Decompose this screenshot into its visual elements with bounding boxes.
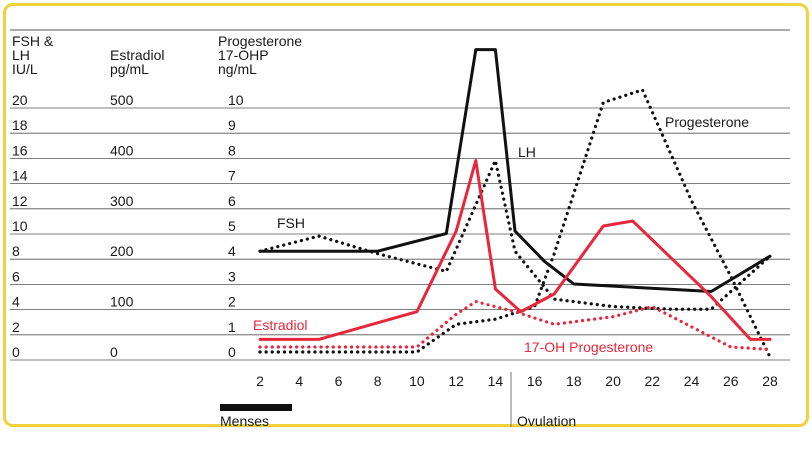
series-line-fsh xyxy=(258,158,772,311)
fsh-lh-tick: 8 xyxy=(12,243,20,259)
ovulation-label: Ovulation xyxy=(517,413,576,429)
fsh-lh-tick: 6 xyxy=(12,268,20,284)
x-tick-label: 28 xyxy=(762,373,778,389)
progesterone-header-line3: ng/mL xyxy=(218,61,257,77)
estradiol-tick: 100 xyxy=(110,294,134,310)
fsh-lh-tick: 16 xyxy=(12,142,28,158)
y-tick-labels: 2018161412108642050040030020010001098765… xyxy=(12,92,244,360)
progesterone-tick: 1 xyxy=(228,319,236,335)
estradiol-tick: 200 xyxy=(110,243,134,259)
x-tick-label: 20 xyxy=(605,373,621,389)
progesterone-tick: 10 xyxy=(228,92,244,108)
fsh-lh-header-line2: LH xyxy=(12,47,30,63)
series-line-lh xyxy=(258,48,772,293)
estradiol-tick: 400 xyxy=(110,142,134,158)
progesterone-tick: 7 xyxy=(228,168,236,184)
x-tick-label: 24 xyxy=(684,373,700,389)
progesterone-tick: 4 xyxy=(228,243,236,259)
series-line-progesterone xyxy=(258,88,772,359)
x-tick-label: 8 xyxy=(374,373,382,389)
progesterone-header-line2: 17-OHP xyxy=(218,47,269,63)
lh-label: LH xyxy=(518,144,536,160)
estradiol-tick: 300 xyxy=(110,193,134,209)
estradiol-tick: 0 xyxy=(110,344,118,360)
progesterone-tick: 0 xyxy=(228,344,236,360)
series-line-estradiol xyxy=(258,159,772,341)
series-layer xyxy=(258,48,772,359)
x-tick-label: 18 xyxy=(566,373,582,389)
fsh-lh-tick: 14 xyxy=(12,168,28,184)
progesterone-tick: 2 xyxy=(228,294,236,310)
estradiol-header-line2: pg/mL xyxy=(110,61,149,77)
fsh-lh-tick: 18 xyxy=(12,117,28,133)
x-tick-label: 12 xyxy=(448,373,464,389)
x-tick-label: 26 xyxy=(723,373,739,389)
progesterone-header-line1: Progesterone xyxy=(218,33,302,49)
fsh-lh-tick: 0 xyxy=(12,344,20,360)
x-tick-label: 4 xyxy=(295,373,303,389)
fsh-lh-tick: 4 xyxy=(12,294,20,310)
ohp-label: 17-OH Progesterone xyxy=(524,339,653,355)
fsh-lh-header-line1: FSH & xyxy=(12,33,54,49)
gridlines xyxy=(10,29,790,361)
progesterone-tick: 8 xyxy=(228,142,236,158)
menses-bar xyxy=(220,404,292,411)
fsh-lh-header-line3: IU/L xyxy=(12,61,38,77)
x-tick-label: 16 xyxy=(527,373,543,389)
x-tick-label: 2 xyxy=(256,373,264,389)
x-tick-label: 6 xyxy=(335,373,343,389)
fsh-lh-tick: 20 xyxy=(12,92,28,108)
estradiol-tick: 500 xyxy=(110,92,134,108)
x-tick-label: 10 xyxy=(409,373,425,389)
estradiol-label: Estradiol xyxy=(253,317,307,333)
fsh-lh-tick: 10 xyxy=(12,218,28,234)
x-tick-label: 22 xyxy=(645,373,661,389)
fsh-lh-tick: 12 xyxy=(12,193,28,209)
progesterone-tick: 5 xyxy=(228,218,236,234)
x-tick-label: 14 xyxy=(488,373,504,389)
progesterone-tick: 3 xyxy=(228,268,236,284)
menses-label: Menses xyxy=(220,413,269,429)
progesterone-tick: 6 xyxy=(228,193,236,209)
progesterone-label: Progesterone xyxy=(665,114,749,130)
fsh-lh-tick: 2 xyxy=(12,319,20,335)
fsh-label: FSH xyxy=(277,215,305,231)
estradiol-header-line1: Estradiol xyxy=(110,47,164,63)
progesterone-tick: 9 xyxy=(228,117,236,133)
chart-frame xyxy=(3,3,809,427)
x-tick-labels: 2 4 6 8 10 12 14 16 18 20 22 24 26 28 xyxy=(256,373,778,389)
